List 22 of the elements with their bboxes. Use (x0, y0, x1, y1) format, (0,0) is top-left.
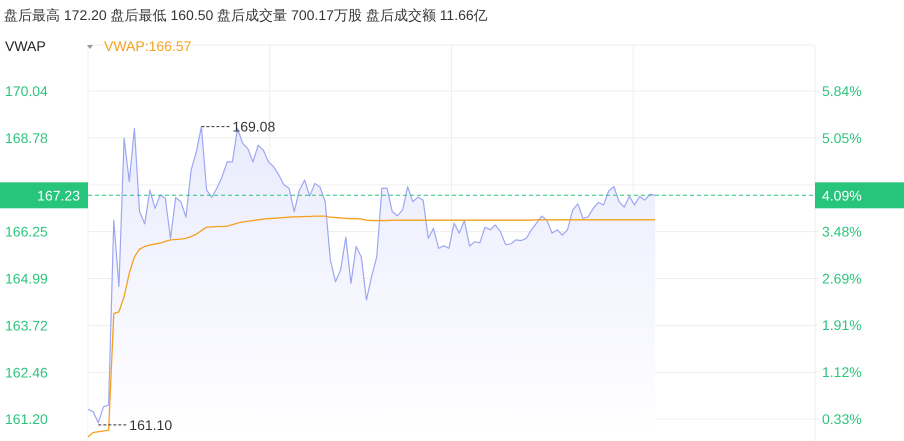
y-tick-label: 170.04 (5, 83, 48, 100)
y2-tick-label: 1.12% (822, 364, 862, 380)
y2-tick-label: 1.91% (822, 316, 862, 333)
y2-tick-label: 3.48% (822, 223, 862, 240)
y-tick-label: 161.20 (5, 411, 48, 428)
y-tick-label: 168.78 (5, 130, 48, 146)
chart-subtitle: VWAP (5, 38, 46, 54)
ref-line-label: 167.23 (37, 187, 80, 204)
y-tick-label: 166.25 (5, 224, 48, 240)
annotation: 169.08 (232, 118, 276, 135)
text: VWAP:166.57 (104, 38, 192, 54)
annotation: 161.10 (129, 416, 172, 433)
y-tick-label: 164.99 (5, 270, 48, 286)
y2-tick-label: 2.69% (822, 270, 862, 286)
y-tick-label: 163.72 (5, 318, 48, 334)
chart-title: 盘后最高 172.20 盘后最低 160.50 盘后成交量 700.17万股 盘后成交额 11.66亿 (4, 7, 488, 23)
y2-tick-label: 0.33% (822, 410, 862, 427)
text: 4.09% (822, 187, 862, 204)
y2-tick-label: 5.84% (822, 82, 862, 99)
y2-tick-label: 5.05% (822, 130, 862, 146)
line-series (87, 215, 656, 438)
y-tick-label: 162.46 (5, 364, 48, 380)
